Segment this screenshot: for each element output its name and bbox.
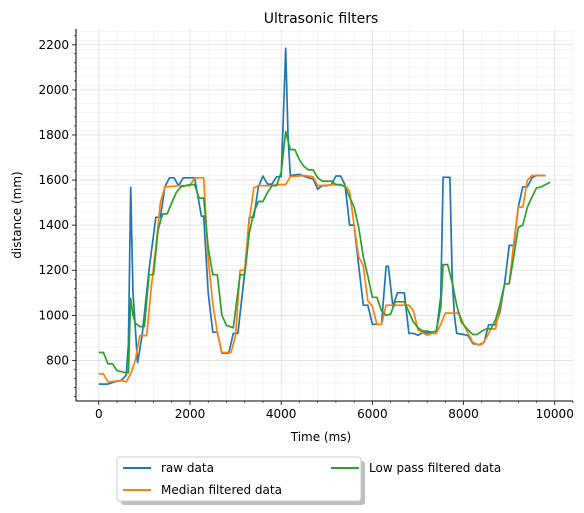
chart-title: Ultrasonic filters [264,11,379,27]
y-tick-label: 1200 [38,263,69,277]
axes: 0 2000 4000 6000 8000 10000 800 1000 1200 1400 160… [38,29,574,421]
x-axis-label: Time (ms) [290,430,352,444]
y-axis-label: distance (mm) [10,171,24,258]
x-tick-label: 8000 [448,407,479,421]
y-tick-label: 1800 [38,128,69,142]
legend-label-median-filtered: Median filtered data [161,483,282,497]
series-line-median-filtered-data [98,174,546,383]
y-tick-label: 800 [46,353,69,367]
x-tick-label: 10000 [536,407,574,421]
legend: raw data Median filtered data Low pass f… [116,456,501,505]
x-tick-label: 6000 [357,407,388,421]
x-tick-label: 4000 [266,407,297,421]
grid [76,29,574,401]
y-tick-label: 1400 [38,218,69,232]
x-tick-label: 0 [95,407,103,421]
x-tick-label: 2000 [175,407,206,421]
y-tick-label: 2200 [38,38,69,52]
y-tick-label: 2000 [38,83,69,97]
legend-label-raw-data: raw data [161,461,214,475]
series-line-low-pass-filtered-data [98,130,551,374]
y-tick-label: 1000 [38,308,69,322]
series-layer [98,47,551,385]
legend-label-low-pass-filtered: Low pass filtered data [369,461,501,475]
y-tick-label: 1600 [38,173,69,187]
legend-frame [116,456,362,502]
